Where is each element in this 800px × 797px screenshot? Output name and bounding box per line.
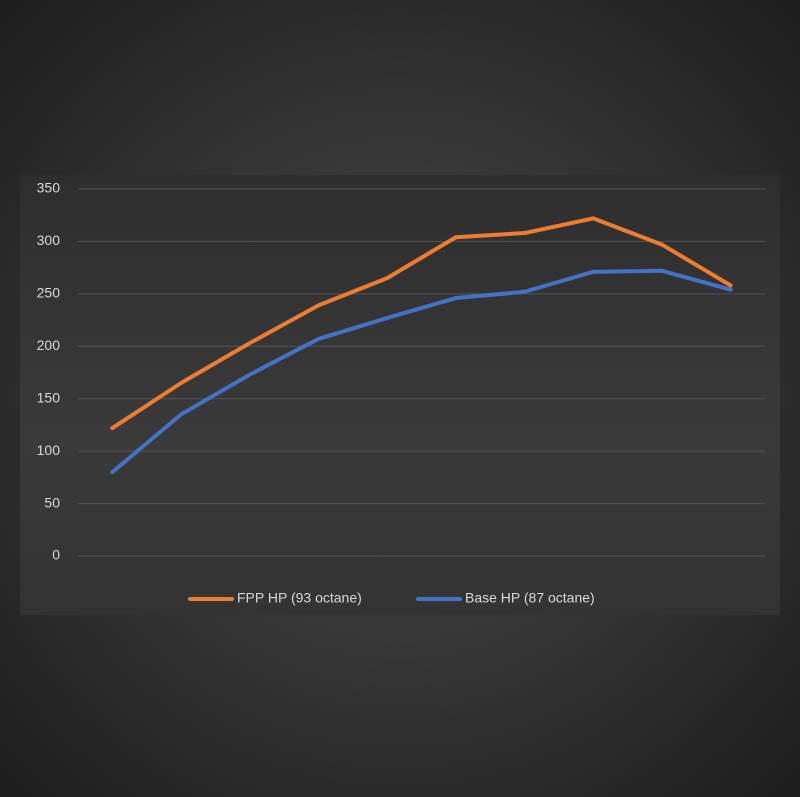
y-tick-label: 100: [37, 442, 61, 458]
y-tick-label: 200: [37, 337, 61, 353]
y-tick-label: 250: [37, 285, 61, 301]
y-tick-label: 0: [52, 547, 60, 563]
legend-label: Base HP (87 octane): [465, 590, 595, 606]
y-tick-label: 300: [37, 232, 61, 248]
y-tick-label: 50: [44, 494, 60, 510]
chart-area: [20, 175, 780, 615]
legend-label: FPP HP (93 octane): [237, 590, 362, 606]
series-line: [110, 216, 733, 431]
y-tick-label: 150: [37, 389, 61, 405]
y-tick-label: 350: [37, 180, 61, 196]
series-line: [110, 268, 733, 475]
